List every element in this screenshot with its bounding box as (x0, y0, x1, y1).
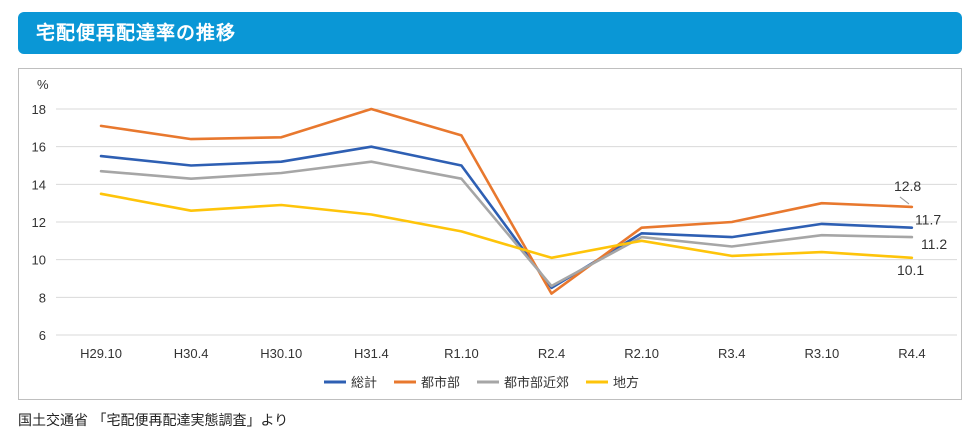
x-tick-label: H30.4 (174, 346, 209, 361)
y-unit-label: % (37, 77, 49, 92)
x-tick-label: R2.4 (538, 346, 565, 361)
series-line (99, 107, 914, 295)
data-label: 12.8 (894, 178, 921, 194)
series-line (99, 192, 914, 260)
data-label: 11.2 (921, 236, 947, 252)
x-tick-label: R2.10 (624, 346, 659, 361)
y-tick-label: 6 (39, 328, 46, 343)
data-label: 10.1 (897, 262, 924, 278)
y-tick-label: 14 (32, 177, 46, 192)
x-tick-label: H30.10 (260, 346, 302, 361)
y-tick-label: 10 (32, 253, 46, 268)
page-title: 宅配便再配達率の推移 (36, 22, 237, 44)
legend-label: 地方 (613, 375, 639, 391)
chart-frame: 6 8 10 12 14 16 18% H29.10 H30.4 H30.10 H31.4 R1.10… (18, 68, 962, 400)
x-tick-label: H31.4 (354, 346, 389, 361)
source-note: 国土交通省 「宅配便再配達実態調査」より (18, 413, 289, 429)
line-chart: 6 8 10 12 14 16 18% H29.10 H30.4 H30.10 H31.4 R1.10… (32, 77, 957, 391)
legend-label: 総計 (351, 375, 377, 391)
series-line (99, 160, 914, 288)
leader-line (899, 196, 910, 205)
legend-label: 都市部近郊 (504, 375, 569, 391)
title-bar: 宅配便再配達率の推移 (18, 12, 962, 54)
x-tick-label: R4.4 (898, 346, 925, 361)
x-tick-label: R3.4 (718, 346, 745, 361)
x-tick-label: R1.10 (444, 346, 479, 361)
series-line (99, 145, 914, 290)
y-tick-label: 16 (32, 140, 46, 155)
y-tick-label: 8 (39, 290, 46, 305)
data-label: 11.7 (915, 212, 941, 228)
x-tick-label: R3.10 (804, 346, 839, 361)
x-tick-label: H29.10 (80, 346, 122, 361)
legend-label: 都市部 (421, 375, 460, 391)
y-tick-label: 12 (32, 215, 46, 230)
y-tick-label: 18 (32, 102, 46, 117)
